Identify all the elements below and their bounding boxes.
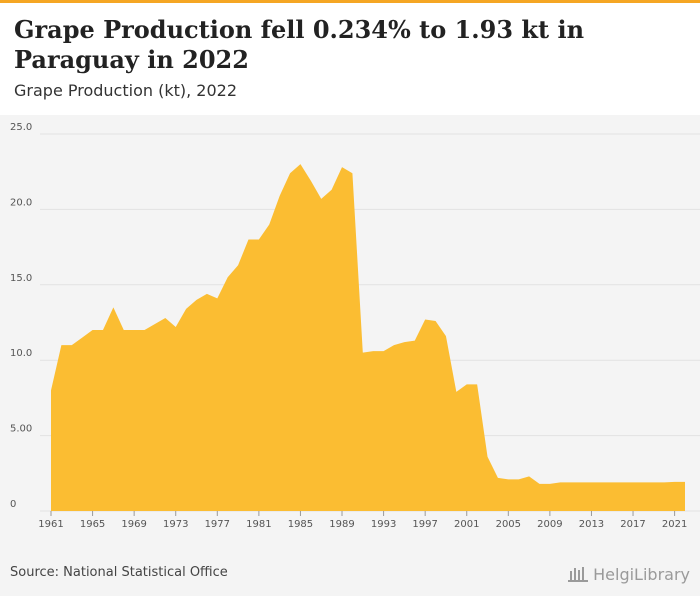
y-tick-label: 25.0 [10,122,32,133]
source-note: Source: National Statistical Office [10,565,228,580]
x-tick-label: 1969 [121,519,146,530]
x-tick-label: 2017 [620,519,645,530]
y-tick-label: 0 [10,499,16,510]
x-tick-label: 2005 [496,519,521,530]
x-tick-label: 1961 [38,519,63,530]
chart-footer: Source: National Statistical Office Helg… [0,555,700,596]
y-tick-label: 5.00 [10,424,32,435]
x-tick-label: 1973 [163,519,188,530]
chart-subtitle: Grape Production (kt), 2022 [14,81,237,100]
x-tick-label: 1993 [371,519,396,530]
area-series [51,164,685,511]
x-tick-label: 2009 [537,519,562,530]
page-title: Grape Production fell 0.234% to 1.93 kt … [14,15,585,74]
x-tick-label: 1981 [246,519,271,530]
x-tick-label: 2013 [579,519,604,530]
y-tick-label: 15.0 [10,273,32,284]
x-tick-label: 1985 [288,519,313,530]
x-axis: 1961 1965 1969 1973 1977 1981 1985 1989 1993 1997… [38,511,687,530]
y-axis: 0 5.00 10.0 15.0 20.0 25.0 [10,122,32,510]
production-area [51,164,685,511]
accent-top-bar [0,0,700,3]
helgi-library-logo[interactable]: HelgiLibrary [567,561,690,587]
x-tick-label: 1989 [329,519,354,530]
x-tick-label: 1997 [412,519,437,530]
chart-header: Grape Production fell 0.234% to 1.93 kt … [0,3,700,115]
library-building-icon [568,567,589,582]
x-tick-label: 1965 [80,519,105,530]
x-tick-label: 2001 [454,519,479,530]
x-tick-label: 2021 [662,519,687,530]
y-tick-label: 10.0 [10,348,32,359]
y-tick-label: 20.0 [10,197,32,208]
logo-text: HelgiLibrary [593,564,690,584]
x-tick-label: 1977 [205,519,230,530]
